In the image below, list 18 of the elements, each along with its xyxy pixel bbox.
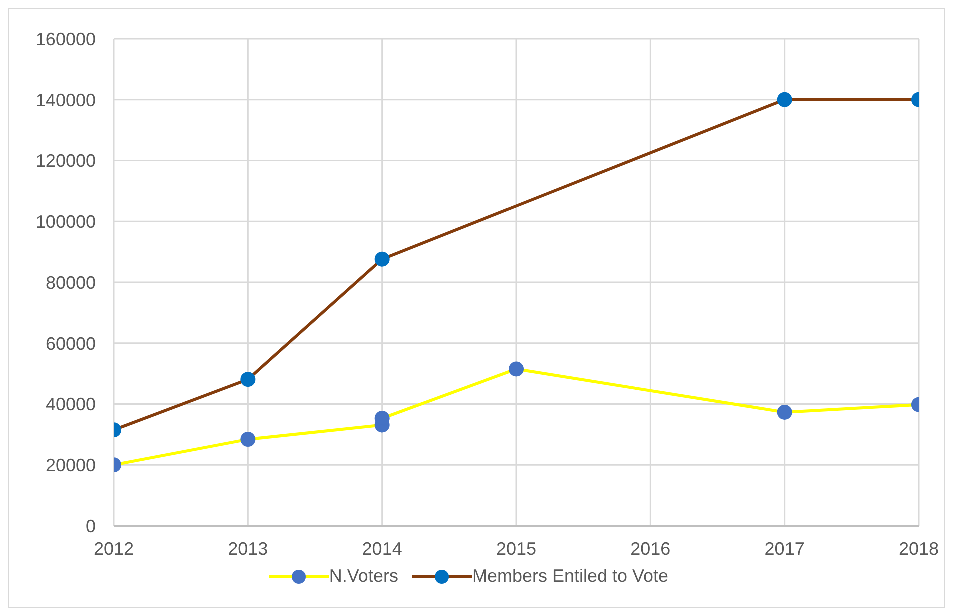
x-tick-label: 2012	[94, 538, 134, 559]
x-tick-label: 2014	[362, 538, 402, 559]
y-tick-label: 0	[86, 516, 96, 536]
y-tick-label: 20000	[46, 456, 96, 476]
x-tick-label: 2018	[898, 538, 940, 559]
x-tick-label: 2016	[630, 538, 671, 559]
y-tick-label: 140000	[36, 90, 96, 110]
x-tick-label: 2015	[496, 538, 537, 559]
x-tick-label: 2013	[228, 538, 268, 559]
y-tick-label: 60000	[46, 334, 96, 354]
y-tick-label: 120000	[36, 151, 96, 172]
y-tick-label: 80000	[46, 272, 96, 293]
y-tick-label: 160000	[36, 29, 96, 50]
y-tick-label: 100000	[36, 212, 96, 232]
legend-label: Members Entiled to Vote	[472, 566, 669, 587]
legend-label: N.Voters	[329, 566, 398, 587]
y-tick-label: 40000	[46, 394, 96, 415]
x-tick-label: 2017	[764, 538, 805, 559]
